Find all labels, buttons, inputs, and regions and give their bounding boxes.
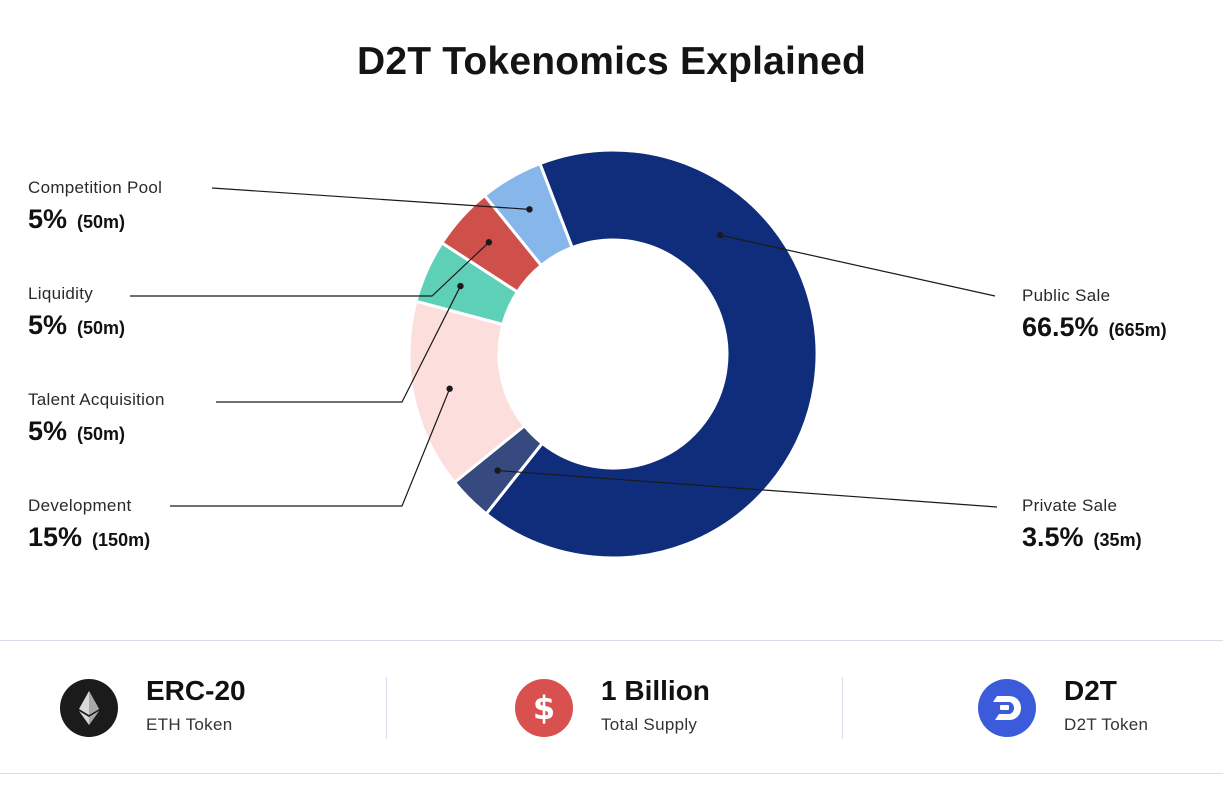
public-sale-amount: (665m) — [1108, 320, 1167, 340]
page-title: D2T Tokenomics Explained — [356, 40, 867, 83]
liquidity-percent: 5% — [28, 310, 68, 340]
separator — [842, 677, 843, 739]
leader-line-liquidity — [130, 241, 490, 297]
ethereum-icon — [60, 679, 118, 737]
label-private-sale: Private Sale 3.5% (35m) — [1022, 496, 1142, 553]
token-title: D2T — [1064, 675, 1117, 706]
slice-public-sale — [484, 148, 819, 560]
leader-line-private-sale — [497, 469, 998, 508]
competition-pool-amount: (50m) — [77, 212, 126, 232]
erc20-title: ERC-20 — [146, 675, 246, 706]
liquidity-name: Liquidity — [28, 284, 94, 303]
leader-dot-talent-acquisition — [457, 282, 464, 290]
separator — [386, 677, 387, 739]
label-competition-pool: Competition Pool 5% (50m) — [28, 178, 162, 235]
d2t-logo-icon — [978, 679, 1036, 737]
label-public-sale: Public Sale 66.5% (665m) — [1022, 286, 1167, 343]
competition-pool-name: Competition Pool — [28, 178, 163, 197]
label-development: Development 15% (150m) — [28, 496, 150, 553]
talent-acquisition-amount: (50m) — [77, 424, 126, 444]
private-sale-percent: 3.5% — [1022, 522, 1084, 552]
leader-dot-development — [446, 385, 453, 392]
leader-dot-public-sale — [716, 231, 724, 239]
leader-line-public-sale — [719, 234, 996, 297]
leader-line-competition-pool — [211, 187, 530, 210]
label-liquidity: Liquidity 5% (50m) — [28, 284, 125, 341]
token-subtitle: D2T Token — [1064, 715, 1149, 734]
liquidity-amount: (50m) — [77, 318, 126, 338]
donut-chart — [130, 148, 998, 560]
label-talent-acquisition: Talent Acquisition 5% (50m) — [28, 390, 165, 447]
development-name: Development — [28, 496, 132, 515]
private-sale-amount: (35m) — [1093, 530, 1142, 550]
svg-text:$: $ — [533, 689, 555, 727]
public-sale-name: Public Sale — [1022, 286, 1111, 305]
competition-pool-percent: 5% — [28, 204, 68, 234]
erc20-subtitle: ETH Token — [146, 715, 233, 734]
leader-line-talent-acquisition — [216, 285, 461, 403]
private-sale-name: Private Sale — [1022, 496, 1118, 515]
public-sale-percent: 66.5% — [1022, 312, 1099, 342]
leader-line-development — [170, 388, 451, 507]
supply-subtitle: Total Supply — [601, 715, 698, 734]
talent-acquisition-percent: 5% — [28, 416, 68, 446]
leader-dot-competition-pool — [526, 206, 533, 213]
token-info-bar: ERC-20 ETH Token $ 1 Billion Total Suppl… — [0, 640, 1223, 774]
supply-title: 1 Billion — [601, 675, 710, 706]
development-amount: (150m) — [92, 530, 151, 550]
talent-acquisition-name: Talent Acquisition — [28, 390, 165, 409]
dollar-icon: $ — [515, 679, 573, 737]
development-percent: 15% — [28, 522, 83, 552]
leader-dot-liquidity — [485, 239, 493, 246]
slice-competition-pool — [482, 161, 575, 268]
leader-dot-private-sale — [494, 467, 501, 474]
